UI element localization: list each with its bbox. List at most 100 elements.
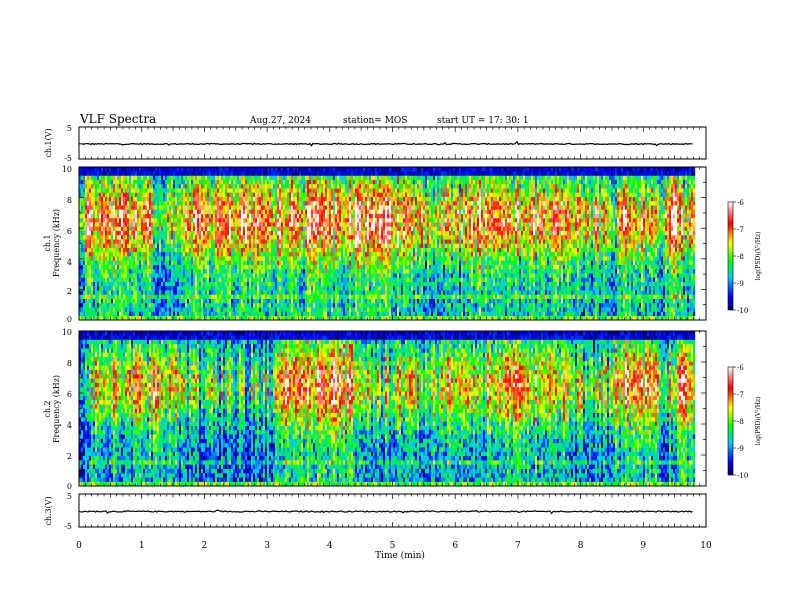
spectrogram-cell (83, 205, 85, 209)
spectrogram-cell (101, 180, 103, 184)
spectrogram-cell (155, 197, 157, 201)
spectrogram-cell (87, 265, 89, 269)
spectrogram-cell (143, 307, 145, 311)
spectrogram-cell (165, 269, 167, 273)
spectrogram-cell (85, 244, 87, 248)
spectrogram-cell (93, 197, 95, 201)
spectrogram-cell (111, 167, 113, 171)
spectrogram-cell (113, 197, 115, 201)
spectrogram-cell (139, 176, 141, 180)
spectrogram-cell (89, 295, 91, 299)
spectrogram-cell (123, 244, 125, 248)
spectrogram-cell (151, 184, 153, 188)
spectrogram-cell (99, 295, 101, 299)
spectrogram-cell (95, 176, 97, 180)
spectrogram-cell (163, 218, 165, 222)
spectrogram-cell (159, 290, 161, 294)
spectrogram-cell (135, 180, 137, 184)
spectrogram-cell (153, 273, 155, 277)
spectrogram-cell (149, 303, 151, 307)
spectrogram-cell (121, 197, 123, 201)
spectrogram-cell (159, 180, 161, 184)
spectrogram-cell (127, 231, 129, 235)
spectrogram-cell (85, 303, 87, 307)
spectrogram-cell (99, 231, 101, 235)
spectrogram-cell (159, 252, 161, 256)
spectrogram-cell (99, 201, 101, 205)
spectrogram-cell (141, 171, 143, 175)
spectrogram-cell (111, 256, 113, 260)
spectrogram-cell (119, 235, 121, 239)
spectrogram-cell (109, 201, 111, 205)
spectrogram-cell (91, 171, 93, 175)
spectrogram-cell (163, 252, 165, 256)
spectrogram-cell (145, 227, 147, 231)
spectrogram-cell (83, 201, 85, 205)
spectrogram-cell (157, 261, 159, 265)
spectrogram-cell (95, 167, 97, 171)
spectrogram-cell (163, 244, 165, 248)
spectrogram-cell (119, 286, 121, 290)
spectrogram-cell (85, 312, 87, 316)
spectrogram-cell (91, 248, 93, 252)
spectrogram-cell (93, 307, 95, 311)
spectrogram-cell (145, 256, 147, 260)
spectrogram-cell (137, 201, 139, 205)
spectrogram-cell (85, 252, 87, 256)
spectrogram-cell (123, 171, 125, 175)
spectrogram-cell (83, 222, 85, 226)
spectrogram-cell (113, 205, 115, 209)
spectrogram-cell (135, 227, 137, 231)
spectrogram-cell (161, 248, 163, 252)
spectrogram-cell (151, 299, 153, 303)
spectrogram-cell (81, 210, 83, 214)
spectrogram-cell (119, 307, 121, 311)
spectrogram-cell (137, 180, 139, 184)
spectrogram-cell (113, 265, 115, 269)
spectrogram-cell (137, 218, 139, 222)
spectrogram-cell (141, 222, 143, 226)
spectrogram-cell (161, 218, 163, 222)
spectrogram-cell (155, 214, 157, 218)
spectrogram-cell (151, 210, 153, 214)
spectrogram-cell (125, 176, 127, 180)
spectrogram-cell (113, 295, 115, 299)
spectrogram-cell (115, 171, 117, 175)
spectrogram-cell (95, 265, 97, 269)
spectrogram-cell (87, 256, 89, 260)
spectrogram-cell (103, 307, 105, 311)
spectrogram-cell (123, 180, 125, 184)
spectrogram-cell (111, 227, 113, 231)
spectrogram-cell (113, 235, 115, 239)
spectrogram-cell (119, 248, 121, 252)
spectrogram-cell (163, 312, 165, 316)
spectrogram-cell (129, 235, 131, 239)
spectrogram-cell (125, 303, 127, 307)
spectrogram-cell (133, 227, 135, 231)
spectrogram-cell (139, 210, 141, 214)
spectrogram-cell (149, 201, 151, 205)
spectrogram-cell (145, 265, 147, 269)
spectrogram-cell (125, 295, 127, 299)
spectrogram-cell (111, 235, 113, 239)
spectrogram-cell (161, 210, 163, 214)
spectrogram-cell (141, 248, 143, 252)
spectrogram-cell (121, 286, 123, 290)
spectrogram-cell (129, 184, 131, 188)
spectrogram-cell (157, 231, 159, 235)
spectrogram-cell (127, 239, 129, 243)
spectrogram-cell (113, 231, 115, 235)
spectrogram-cell (125, 197, 127, 201)
spectrogram-cell (117, 231, 119, 235)
spectrogram-cell (149, 307, 151, 311)
spectrogram-cell (91, 265, 93, 269)
spectrogram-cell (105, 222, 107, 226)
spectrogram-cell (119, 184, 121, 188)
spectrogram-cell (159, 265, 161, 269)
spectrogram-cell (103, 171, 105, 175)
spectrogram-cell (125, 205, 127, 209)
spectrogram-cell (91, 210, 93, 214)
spectrogram-cell (163, 307, 165, 311)
spectrogram-cell (125, 184, 127, 188)
spectrogram-cell (95, 205, 97, 209)
